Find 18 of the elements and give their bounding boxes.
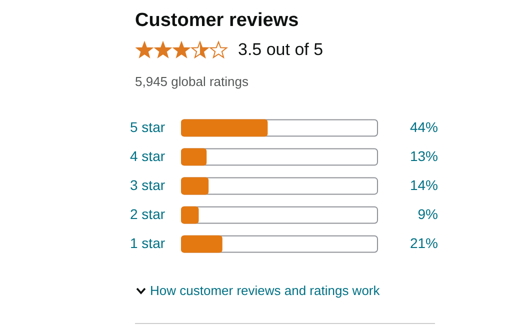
bar xyxy=(181,235,222,253)
y-tick-label: 5 star xyxy=(130,118,166,135)
data-label: 13% xyxy=(410,148,438,164)
y-tick-label: 1 star xyxy=(130,234,166,251)
data-label: 21% xyxy=(410,234,438,251)
chart-title: Customer reviews xyxy=(135,10,299,32)
text: 5,945 global ratings xyxy=(135,74,248,89)
y-tick-label: 2 star xyxy=(130,206,166,222)
text: How customer reviews and ratings work xyxy=(150,283,380,298)
y-tick-label: 4 star xyxy=(130,148,166,164)
bar xyxy=(181,148,207,166)
bar xyxy=(181,177,209,195)
data-label: 9% xyxy=(418,206,438,222)
y-tick-label: 3 star xyxy=(130,176,166,193)
data-label: 14% xyxy=(410,176,438,193)
bar xyxy=(181,206,199,224)
data-label: 44% xyxy=(410,118,438,135)
text: 3.5 out of 5 xyxy=(238,40,324,60)
